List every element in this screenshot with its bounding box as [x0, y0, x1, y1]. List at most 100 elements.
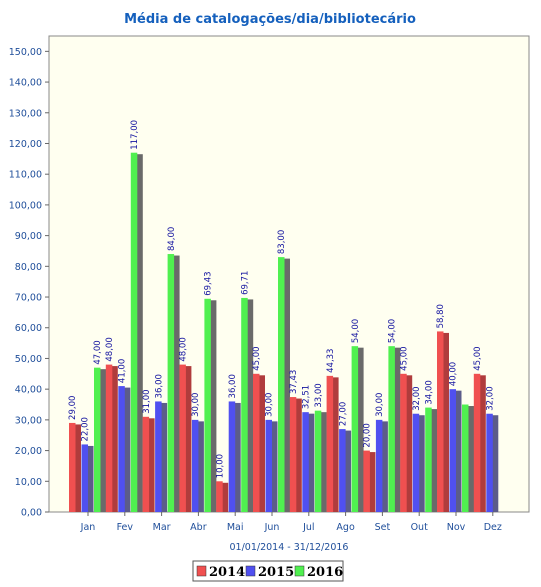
x-tick-label: Out: [411, 522, 428, 533]
bar-shadow: [221, 482, 229, 512]
bar-2016-Jul: [314, 410, 322, 512]
y-tick-label: 80,00: [15, 262, 42, 273]
data-label: 54,00: [351, 319, 361, 343]
bar-2014-Nov: [437, 331, 444, 512]
bar-2014-Mar: [142, 416, 150, 512]
bar-2015-Jul: [302, 412, 309, 512]
bar-2016-Fev: [130, 152, 138, 512]
bar-2016-Abr: [204, 298, 211, 512]
bar-2015-Abr: [191, 419, 199, 512]
bar-shadow: [160, 402, 168, 512]
legend-box: [192, 560, 344, 582]
bar-2014-Out: [400, 373, 407, 512]
x-axis: Jan Fev Mar Abr Mai Jun Jul Ago Set Out Nov Dez: [80, 512, 502, 533]
bar-shadow: [173, 255, 180, 513]
y-tick-label: 0,00: [21, 508, 42, 519]
data-label: 41,00: [118, 359, 128, 383]
bar-2014-Dez: [473, 373, 481, 512]
y-tick-label: 10,00: [15, 477, 42, 488]
bar-shadow: [430, 409, 438, 512]
y-tick-label: 20,00: [15, 446, 42, 457]
data-label: 36,00: [228, 374, 238, 398]
bar-2015-Jan: [81, 444, 88, 512]
bar-shadow: [467, 406, 474, 512]
data-label: 31,00: [142, 389, 152, 413]
bar-2016-Jun: [278, 257, 285, 512]
bar-2016-Jan: [94, 367, 101, 512]
y-tick-label: 150,00: [9, 47, 42, 58]
x-tick-label: Set: [375, 522, 391, 533]
data-label: 40,00: [449, 362, 459, 386]
data-label: 47,00: [93, 340, 103, 364]
bar-shadow: [393, 347, 401, 512]
bar-shadow: [209, 300, 217, 512]
bar-shadow: [99, 369, 106, 512]
bar-shadow: [332, 377, 339, 512]
x-tick-label: Dez: [484, 522, 502, 533]
data-label: 45,00: [252, 346, 262, 370]
bar-2014-Abr: [179, 364, 186, 512]
x-tick-label: Fev: [117, 522, 134, 533]
bar-shadow: [111, 366, 118, 512]
data-label: 33,00: [314, 383, 324, 407]
data-label: 20,00: [363, 423, 373, 447]
bar-shadow: [418, 415, 425, 512]
bar-shadow: [295, 398, 302, 512]
y-tick-label: 70,00: [15, 293, 42, 304]
bar-2016-Set: [388, 346, 395, 512]
data-label: 37,43: [289, 370, 299, 394]
y-tick-label: 130,00: [9, 108, 42, 119]
data-label: 54,00: [388, 319, 398, 343]
data-label: 30,00: [375, 393, 385, 417]
bar-shadow: [479, 375, 486, 512]
bar-2016-Mai: [241, 297, 248, 512]
bar-shadow: [197, 421, 204, 512]
x-tick-label: Nov: [447, 522, 466, 533]
bar-2016-Out: [425, 407, 432, 512]
bar-shadow: [123, 387, 131, 512]
bar-2015-Dez: [486, 413, 493, 512]
data-label: 32,00: [412, 386, 422, 410]
bar-shadow: [271, 421, 278, 512]
data-label: 58,80: [436, 304, 446, 328]
data-label: 44,33: [326, 349, 336, 373]
data-label: 84,00: [167, 227, 177, 251]
data-label: 69,43: [204, 271, 214, 295]
bar-shadow: [491, 415, 499, 512]
bar-2015-Fev: [118, 386, 125, 512]
bar-2016-Mar: [167, 254, 175, 513]
x-tick-label: Jun: [264, 522, 280, 533]
x-tick-label: Mar: [153, 522, 171, 533]
bar-2014-Ago: [326, 375, 334, 512]
bar-2014-Fev: [105, 364, 113, 512]
bar-shadow: [283, 258, 290, 512]
bar-2015-Jun: [265, 419, 272, 512]
data-label: 27,00: [338, 402, 348, 426]
data-label: 30,00: [265, 393, 275, 417]
bar-shadow: [234, 402, 241, 512]
bar-shadow: [136, 154, 143, 512]
legend-label-2016: 2016: [307, 565, 343, 580]
data-label: 10,00: [215, 454, 225, 478]
bar-2015-Mai: [228, 401, 236, 512]
bar-shadow: [258, 375, 265, 512]
bar-shadow: [74, 424, 81, 512]
bar-2016-Ago: [351, 346, 359, 512]
legend-swatch-2015: [245, 565, 256, 577]
bar-shadow: [442, 332, 449, 512]
bar-shadow: [368, 452, 376, 512]
data-label: 32,00: [486, 386, 496, 410]
data-label: 69,71: [240, 271, 250, 295]
y-tick-label: 50,00: [15, 354, 42, 365]
data-label: 36,00: [154, 374, 164, 398]
legend-swatch-2016: [294, 565, 305, 577]
bar-shadow: [344, 430, 352, 512]
bar-2016-Nov: [462, 404, 469, 512]
data-label: 48,00: [179, 337, 189, 361]
bar-2015-Set: [375, 419, 383, 512]
bar-shadow: [320, 412, 327, 512]
legend-label-2015: 2015: [258, 565, 294, 580]
data-label: 32,51: [302, 385, 312, 409]
